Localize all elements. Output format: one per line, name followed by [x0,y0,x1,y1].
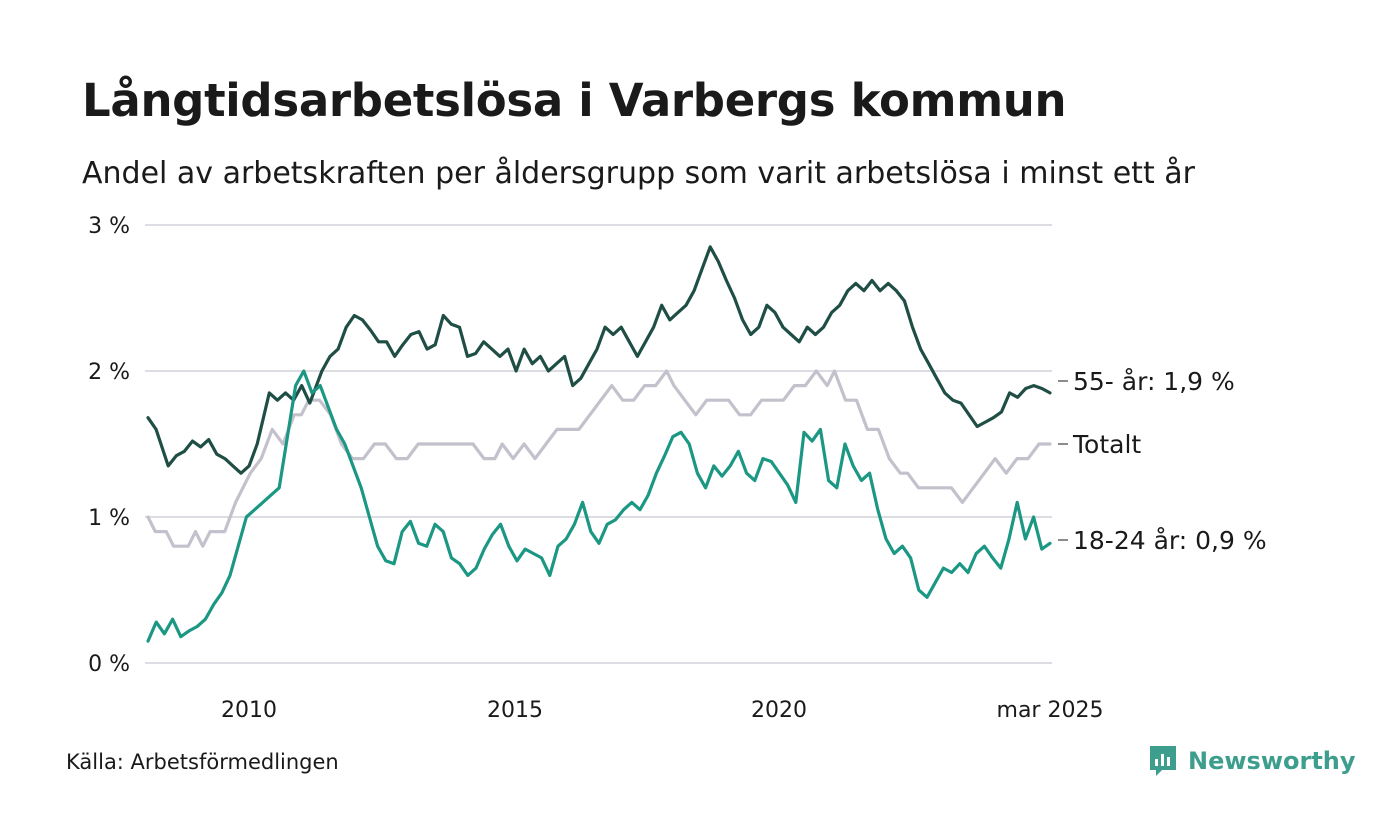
end-label-2: 18-24 år: 0,9 % [1073,526,1267,555]
chart-title: Långtidsarbetslösa i Varbergs kommun [82,74,1067,127]
source-note: Källa: Arbetsförmedlingen [66,750,339,774]
newsworthy-logo-icon [1150,746,1176,776]
series-line-2 [146,369,1052,643]
series-lines [146,245,1052,643]
x-tick-label: 2010 [221,698,277,723]
x-tick-label: 2015 [487,698,543,723]
grid-lines [145,224,1052,664]
x-tick-label: mar 2025 [997,698,1104,723]
end-label-0: Totalt [1072,430,1141,459]
y-tick-label: 0 % [88,652,130,677]
y-tick-label: 2 % [88,360,130,385]
series-line-1 [146,245,1052,475]
chart-subtitle: Andel av arbetskraften per åldersgrupp s… [82,156,1195,191]
x-axis-ticks: 2010 2015 2020 mar 2025 [221,698,1103,723]
y-tick-label: 3 % [88,214,130,239]
y-axis-ticks: 0 % 1 % 2 % 3 % [88,214,130,677]
series-line-0 [146,369,1052,548]
end-label-1: 55- år: 1,9 % [1073,367,1235,396]
series-end-labels: Totalt 55- år: 1,9 % 18-24 år: 0,9 % [1058,367,1267,555]
y-tick-label: 1 % [88,506,130,531]
x-tick-label: 2020 [751,698,807,723]
newsworthy-brand: Newsworthy [1148,744,1356,778]
brand-name: Newsworthy [1188,747,1356,775]
